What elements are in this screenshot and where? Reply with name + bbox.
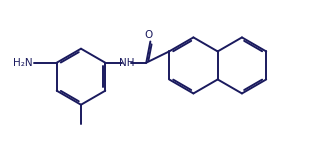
Text: H₂N: H₂N	[13, 58, 33, 68]
Text: O: O	[144, 30, 153, 40]
Text: NH: NH	[119, 58, 134, 68]
